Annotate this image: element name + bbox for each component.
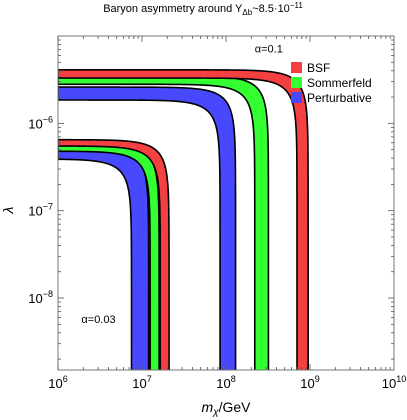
x-tick-label: 109 (300, 374, 319, 391)
title-tail: ~8.5·10 (252, 3, 290, 15)
x-axis-unit: /GeV (219, 399, 252, 415)
legend-label: Perturbative (307, 91, 372, 105)
title-superscript: −11 (290, 1, 304, 10)
annotation: α=0.1 (255, 43, 283, 55)
x-tick-label: 108 (216, 374, 235, 391)
legend-swatch (291, 92, 302, 103)
x-axis-sub: χ (212, 407, 219, 418)
band-bsf-alpha-0.03 (58, 138, 170, 370)
x-tick-label: 1010 (382, 374, 406, 391)
chart-title: Baryon asymmetry around YΔb~8.5·10−11 (103, 1, 303, 17)
bands-layer (58, 69, 309, 370)
legend-label: Sommerfeld (307, 76, 372, 90)
band-perturbative-alpha-0.1 (58, 86, 237, 370)
legend-swatch (291, 62, 302, 73)
x-tick-label: 106 (48, 374, 67, 391)
x-axis-var: m (201, 399, 213, 415)
x-axis-title: mχ/GeV (201, 399, 251, 418)
y-tick-label: 10−6 (28, 114, 53, 131)
band-bsf-alpha-0.1 (58, 69, 309, 370)
annotations-layer: α=0.1 α=0.03 (81, 43, 282, 326)
annotation: α=0.03 (81, 314, 115, 326)
x-tick-label: 107 (132, 374, 151, 391)
title-main: Baryon asymmetry around Y (103, 3, 243, 15)
y-tick-label: 10−8 (28, 289, 53, 306)
legend-label: BSF (307, 61, 330, 75)
ticks-layer: 106 107 108 109 1010 10−8 10−7 10−6 (28, 36, 406, 391)
y-tick-label: 10−7 (28, 202, 53, 219)
title-subscript: Δb (242, 8, 252, 17)
legend-swatch (291, 77, 302, 88)
y-axis-title: λ (0, 206, 16, 214)
